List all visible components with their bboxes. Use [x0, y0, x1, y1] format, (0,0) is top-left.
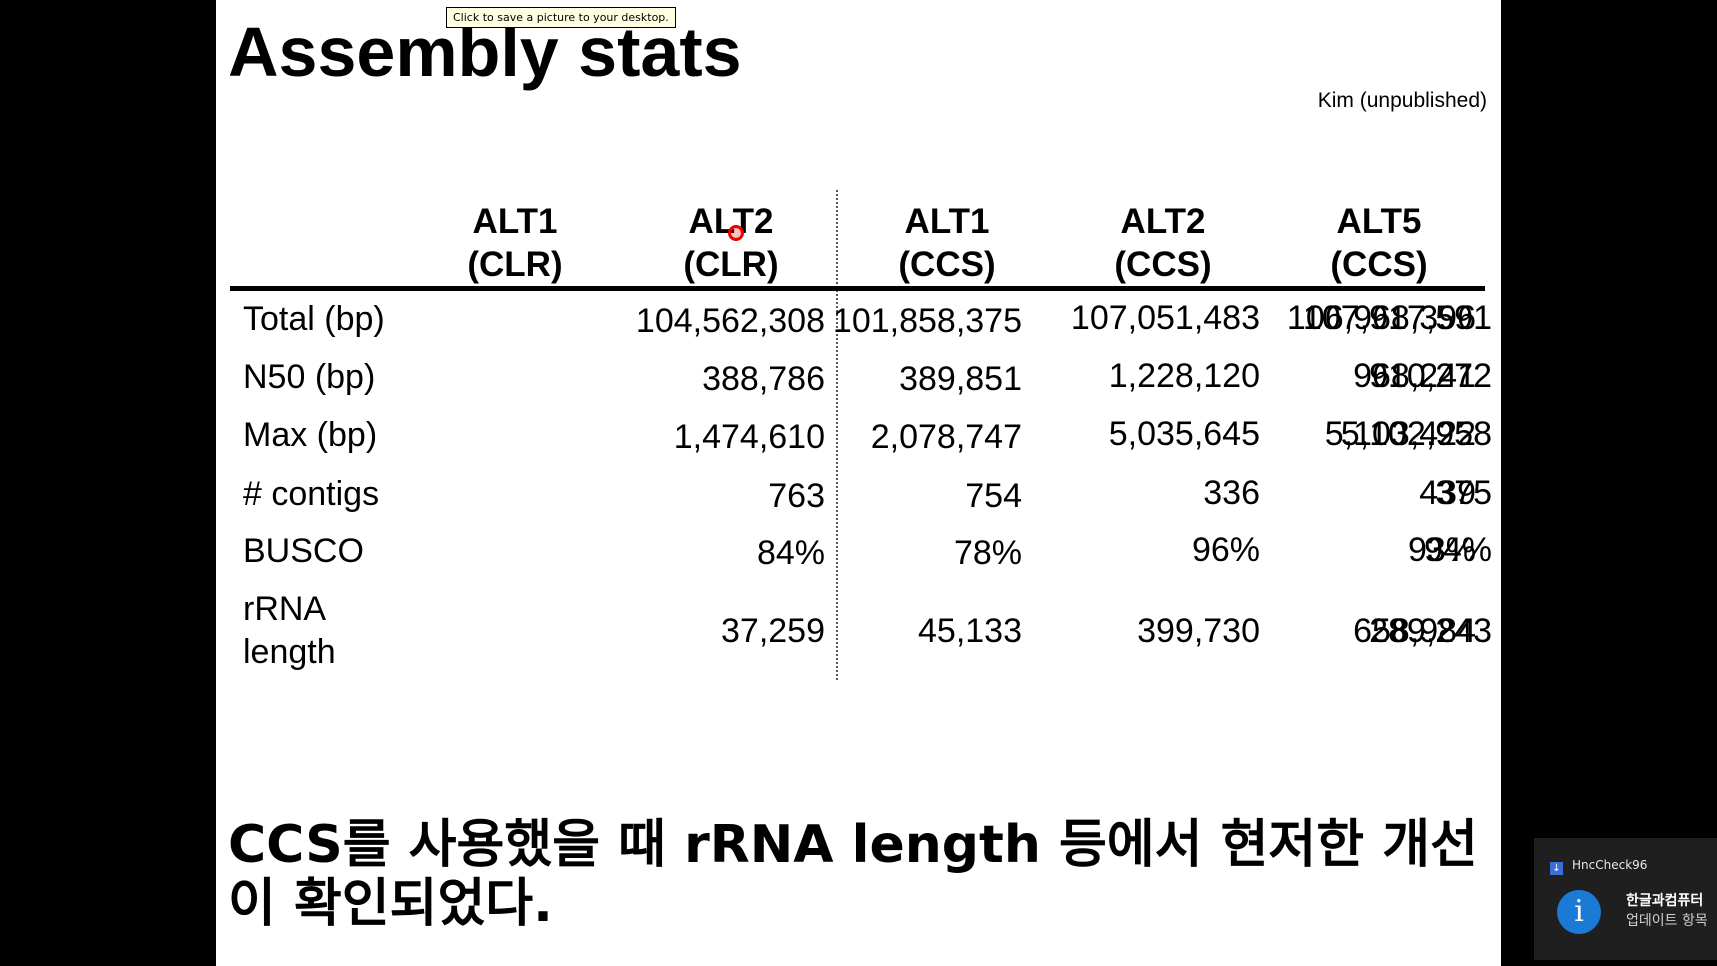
cell-rrna-alt1-ccs: 399,730: [1137, 612, 1260, 650]
row-label-busco: BUSCO: [243, 532, 364, 570]
cell-n50-alt1-ccs: 1,228,120: [1108, 357, 1260, 395]
save-picture-tooltip: Click to save a picture to your desktop.: [446, 7, 676, 28]
cell-busco-alt5-ccs: 94%: [1423, 531, 1492, 569]
cell-total-alt1-clr: 104,562,308: [635, 302, 825, 340]
notification-app: ↓ HncCheck96: [1550, 858, 1647, 875]
cell-contigs-alt5-ccs: 375: [1435, 474, 1492, 512]
header-rule: [230, 286, 1485, 291]
slide-conclusion: CCS를 사용했을 때 rRNA length 등에서 현저한 개선이 확인되었…: [228, 815, 1478, 934]
notification-title: 한글과컴퓨터: [1626, 893, 1704, 909]
row-label-contigs: # contigs: [243, 475, 380, 513]
assembly-stats-table: ALT1 (CLR) ALT2 (CLR) ALT1 (CCS) ALT2 (C…: [230, 190, 1492, 680]
pointer-highlight: [728, 225, 744, 241]
cell-max-alt5-ccs: 5,102,958: [1340, 415, 1492, 453]
clr-ccs-divider: [836, 190, 838, 680]
cell-busco-alt1-clr: 84%: [756, 534, 825, 572]
cell-rrna-alt2-ccs: 658,984: [1353, 612, 1476, 650]
cell-total-alt5-ccs: 107,917,591: [1302, 299, 1492, 337]
cell-max-alt2-clr: 2,078,747: [870, 418, 1022, 456]
column-header-alt5-ccs: ALT5 (CCS): [1330, 202, 1428, 284]
notification-body: 업데이트 항목: [1626, 913, 1708, 929]
cell-n50-alt2-ccs: 968,241: [1353, 357, 1476, 395]
cell-n50-alt5-ccs: 910,272: [1369, 357, 1492, 395]
cell-max-alt1-clr: 1,474,610: [673, 418, 825, 456]
cell-rrna-alt5-ccs: 289,243: [1369, 612, 1492, 650]
cell-total-alt1-ccs: 107,051,483: [1070, 299, 1260, 337]
cell-rrna-alt1-clr: 37,259: [721, 612, 825, 650]
cell-total-alt2-clr: 101,858,375: [832, 302, 1022, 340]
slide-credit: Kim (unpublished): [1317, 89, 1487, 112]
column-header-alt2-ccs: ALT2 (CCS): [1114, 202, 1212, 284]
cell-busco-alt2-clr: 78%: [953, 534, 1022, 572]
column-header-alt1-clr: ALT1 (CLR): [467, 202, 563, 284]
presentation-slide: Assembly stats Kim (unpublished) ALT1 (C…: [216, 0, 1501, 966]
row-label-rrna-length: rRNA length: [243, 590, 336, 671]
row-label-n50: N50 (bp): [243, 358, 376, 396]
column-header-alt1-ccs: ALT1 (CCS): [898, 202, 996, 284]
row-label-max: Max (bp): [243, 416, 378, 454]
update-notification[interactable]: ↓ HncCheck96 i 한글과컴퓨터 업데이트 항목: [1534, 838, 1717, 960]
cell-max-alt2-ccs: 5,103,422: [1324, 415, 1476, 453]
download-icon: ↓: [1550, 862, 1563, 875]
info-icon: i: [1557, 890, 1601, 934]
cell-max-alt1-ccs: 5,035,645: [1108, 415, 1260, 453]
cell-contigs-alt2-ccs: 439: [1419, 474, 1476, 512]
row-label-total: Total (bp): [243, 300, 385, 338]
cell-total-alt2-ccs: 106,968,396: [1286, 299, 1476, 337]
cell-contigs-alt2-clr: 754: [965, 477, 1022, 515]
cell-n50-alt2-clr: 389,851: [899, 360, 1022, 398]
cell-n50-alt1-clr: 388,786: [702, 360, 825, 398]
cell-contigs-alt1-ccs: 336: [1203, 474, 1260, 512]
cell-contigs-alt1-clr: 763: [768, 477, 825, 515]
cell-busco-alt2-ccs: 93%: [1407, 531, 1476, 569]
cell-rrna-alt2-clr: 45,133: [918, 612, 1022, 650]
column-header-alt2-clr: ALT2 (CLR): [683, 202, 779, 284]
cell-busco-alt1-ccs: 96%: [1191, 531, 1260, 569]
